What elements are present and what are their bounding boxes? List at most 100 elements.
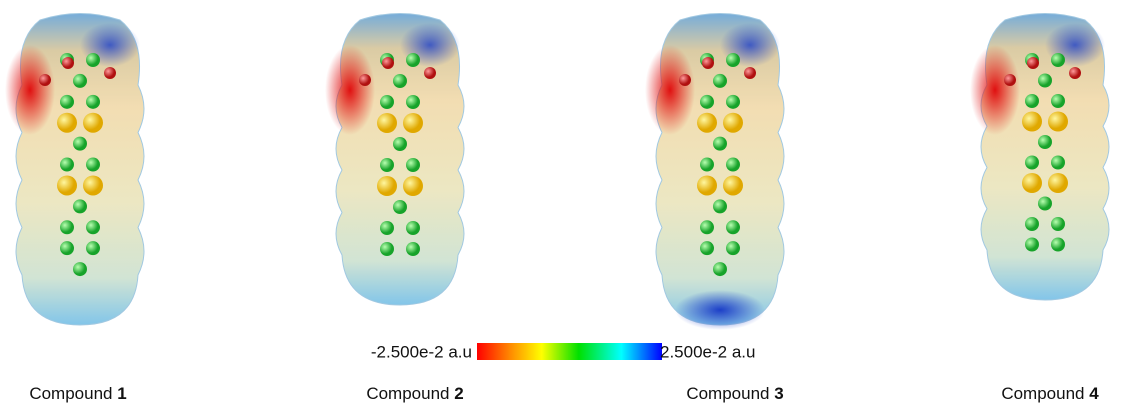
atom <box>1051 94 1065 108</box>
caption-number: 2 <box>454 384 463 403</box>
atom <box>1048 173 1068 193</box>
negative-region <box>970 45 1020 135</box>
atom <box>73 262 87 276</box>
atom <box>1048 112 1068 132</box>
atom <box>86 53 100 67</box>
atom <box>57 113 77 133</box>
atom <box>62 57 74 69</box>
atom <box>697 113 717 133</box>
atom <box>1025 238 1039 252</box>
atom <box>744 67 756 79</box>
atom <box>83 175 103 195</box>
atom <box>1004 74 1016 86</box>
atom <box>1051 156 1065 170</box>
atom <box>723 175 743 195</box>
atom <box>713 199 727 213</box>
molecule <box>645 14 784 331</box>
atom <box>403 176 423 196</box>
atom <box>60 95 74 109</box>
colorbar-min-label: -2.500e-2 a.u <box>371 342 472 361</box>
atom <box>86 241 100 255</box>
atom <box>86 220 100 234</box>
atom <box>86 158 100 172</box>
atom <box>723 113 743 133</box>
atom <box>406 221 420 235</box>
atom <box>1027 57 1039 69</box>
atom <box>679 74 691 86</box>
panel-caption: Compound 3 <box>686 384 783 403</box>
atom <box>393 137 407 151</box>
caption-label: Compound <box>366 384 449 403</box>
atom <box>726 53 740 67</box>
atom <box>393 74 407 88</box>
caption-label: Compound <box>686 384 769 403</box>
atom <box>60 220 74 234</box>
atom <box>73 137 87 151</box>
caption-number: 3 <box>774 384 783 403</box>
atom <box>406 242 420 256</box>
caption-label: Compound <box>1001 384 1084 403</box>
negative-region <box>5 45 55 135</box>
atom <box>713 262 727 276</box>
atom <box>1025 94 1039 108</box>
atom <box>1022 173 1042 193</box>
atom <box>73 74 87 88</box>
atom <box>713 74 727 88</box>
atom <box>60 158 74 172</box>
atom <box>1069 67 1081 79</box>
panel-caption: Compound 2 <box>366 384 463 403</box>
atom <box>726 241 740 255</box>
atom <box>1038 197 1052 211</box>
atom <box>702 57 714 69</box>
atom <box>104 67 116 79</box>
molecule <box>5 14 144 326</box>
panel-caption: Compound 1 <box>29 384 126 403</box>
atom <box>726 158 740 172</box>
atom <box>406 53 420 67</box>
atom <box>39 74 51 86</box>
atom <box>60 241 74 255</box>
atom <box>359 74 371 86</box>
atom <box>83 113 103 133</box>
atom <box>700 158 714 172</box>
colorbar-max-label: 2.500e-2 a.u <box>660 342 755 361</box>
atom <box>700 95 714 109</box>
negative-region <box>645 45 695 135</box>
atom <box>1051 53 1065 67</box>
atom <box>1022 112 1042 132</box>
atom <box>1051 238 1065 252</box>
atom <box>1038 74 1052 88</box>
atom <box>713 137 727 151</box>
atom <box>406 95 420 109</box>
atom <box>700 241 714 255</box>
atom <box>424 67 436 79</box>
atom <box>1025 156 1039 170</box>
caption-number: 4 <box>1089 384 1099 403</box>
atom <box>380 95 394 109</box>
atom <box>382 57 394 69</box>
molecule <box>325 14 464 306</box>
atom <box>380 242 394 256</box>
atom <box>73 199 87 213</box>
atom <box>726 95 740 109</box>
positive-region <box>675 290 765 330</box>
molecule <box>970 14 1109 301</box>
atom <box>1038 135 1052 149</box>
atom <box>1051 217 1065 231</box>
atom <box>1025 217 1039 231</box>
atom <box>377 113 397 133</box>
caption-label: Compound <box>29 384 112 403</box>
caption-number: 1 <box>117 384 126 403</box>
atom <box>393 200 407 214</box>
negative-region <box>325 45 375 135</box>
atom <box>406 158 420 172</box>
atom <box>377 176 397 196</box>
atom <box>86 95 100 109</box>
panel-caption: Compound 4 <box>1001 384 1099 403</box>
colorbar <box>477 343 662 360</box>
atom <box>700 220 714 234</box>
atom <box>697 175 717 195</box>
atom <box>380 221 394 235</box>
atom <box>726 220 740 234</box>
atom <box>380 158 394 172</box>
